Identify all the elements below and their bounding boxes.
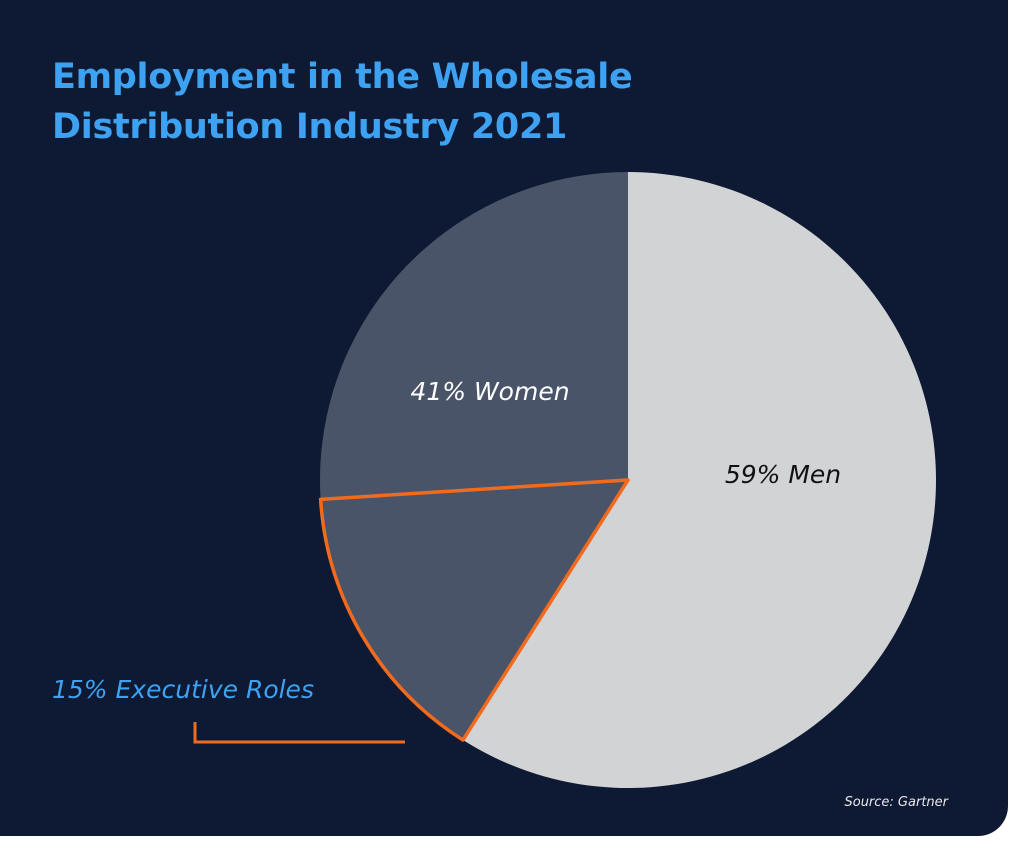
chart-panel: Employment in the Wholesale Distribution… <box>0 0 1008 836</box>
executive-roles-label: 15% Executive Roles <box>52 675 314 704</box>
pie-slice-men <box>462 171 937 788</box>
source-note: Source: Gartner <box>844 795 948 810</box>
slice-label-men: 59% Men <box>725 460 841 489</box>
slice-label-women: 41% Women <box>410 377 569 406</box>
executive-roles-wedge <box>318 478 630 742</box>
executive-callout-line <box>193 722 405 744</box>
chart-title: Employment in the Wholesale Distribution… <box>52 57 633 147</box>
pie-slice-women <box>320 172 628 741</box>
